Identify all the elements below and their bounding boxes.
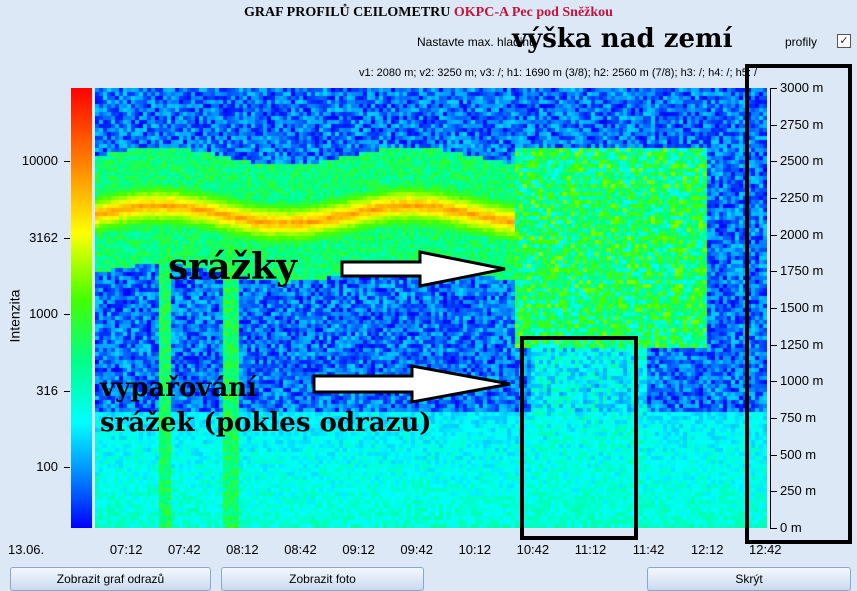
show-backscatter-button[interactable]: Zobrazit graf odrazů — [10, 567, 211, 591]
show-photo-button[interactable]: Zobrazit foto — [221, 567, 424, 591]
evap-arrow — [312, 364, 511, 404]
time-tick-label: 10:42 — [516, 542, 550, 557]
height-tick-label: 2000 m — [780, 226, 824, 242]
height-tick-mark — [770, 528, 777, 529]
height-tick-mark — [770, 198, 777, 199]
height-tick-label: 1250 m — [780, 336, 824, 352]
profiles-label: profily — [785, 35, 818, 49]
colorbar-tick-mark — [64, 390, 70, 392]
height-tick-label: 1500 m — [780, 300, 824, 315]
date-label: 13.06. — [8, 542, 45, 557]
time-tick-label: 11:12 — [574, 542, 607, 557]
colorbar-tick-mark — [64, 314, 70, 316]
precip-arrow — [340, 250, 506, 288]
evaporation-box — [520, 336, 638, 540]
time-tick-label: 12:42 — [749, 542, 782, 557]
colorbar-tick-label: 316 — [36, 382, 58, 398]
height-tick-mark — [770, 88, 777, 89]
height-tick-label: 1000 m — [780, 373, 824, 389]
colorbar-tick-label: 3162 — [29, 229, 58, 245]
height-tick-mark — [770, 491, 777, 493]
height-tick-label: 0 m — [780, 520, 802, 535]
colorbar-tick-mark — [64, 161, 70, 163]
time-tick-label: 08:42 — [284, 542, 317, 557]
time-tick-label: 08:12 — [226, 542, 259, 557]
cloud-info-line: v1: 2080 m; v2: 3250 m; v3: /; h1: 1690 … — [358, 67, 757, 79]
time-tick-label: 11:42 — [632, 542, 665, 557]
height-tick-mark — [770, 161, 777, 163]
precip-annotation: srážky — [168, 246, 297, 288]
colorbar — [71, 88, 92, 528]
height-tick-mark — [770, 418, 777, 419]
colorbar-tick-label: 10000 — [21, 153, 58, 169]
height-tick-label: 750 m — [780, 410, 817, 425]
height-tick-mark — [770, 124, 777, 126]
evap-annotation-line1: vypařování — [100, 373, 258, 403]
time-tick-label: 09:42 — [400, 542, 433, 557]
colorbar-tick-mark — [64, 237, 70, 239]
height-tick-label: 3000 m — [780, 80, 824, 95]
height-tick-label: 1750 m — [780, 263, 824, 279]
profiles-checkbox[interactable]: ✓ — [837, 34, 851, 48]
height-axis-box — [745, 64, 852, 544]
height-tick-label: 2500 m — [780, 153, 824, 169]
height-above-ground-annotation: výška nad zemí — [512, 24, 733, 54]
heatmap-canvas — [95, 88, 767, 528]
colorbar-tick-label: 1000 — [29, 306, 58, 322]
time-tick-label: 07:42 — [168, 542, 201, 557]
evap-annotation-line2: srážek (pokles odrazu) — [100, 408, 432, 438]
max-height-label: Nastavte max. hladinu — [417, 35, 536, 49]
height-tick-mark — [770, 381, 777, 383]
window-title: GRAF PROFILŮ CEILOMETRU OKPC-A Pec pod S… — [244, 5, 613, 20]
height-tick-mark — [770, 271, 777, 273]
time-tick-label: 12:12 — [690, 542, 724, 557]
colorbar-tick-label: 100 — [36, 459, 58, 475]
time-tick-label: 10:12 — [458, 542, 492, 557]
height-tick-label: 250 m — [780, 483, 817, 499]
colorbar-tick-mark — [64, 467, 70, 469]
heatmap-plot — [95, 88, 767, 528]
height-tick-label: 2250 m — [780, 190, 824, 205]
hide-button[interactable]: Skrýt — [647, 567, 851, 591]
height-tick-mark — [770, 234, 777, 236]
height-tick-label: 2750 m — [780, 116, 824, 132]
height-tick-label: 500 m — [780, 446, 817, 462]
time-tick-label: 07:12 — [109, 542, 143, 557]
height-tick-mark — [770, 344, 777, 346]
time-tick-label: 09:12 — [342, 542, 375, 557]
height-tick-mark — [770, 454, 777, 456]
height-tick-mark — [770, 308, 777, 309]
